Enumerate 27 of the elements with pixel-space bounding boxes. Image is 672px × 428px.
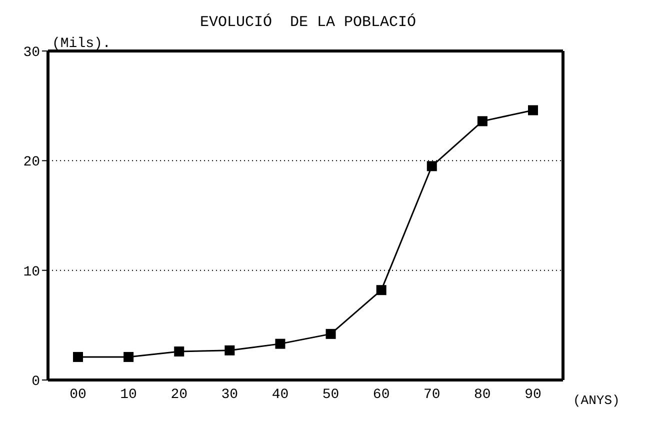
point bbox=[124, 352, 134, 362]
x-tick-label: 30 bbox=[221, 386, 238, 403]
y-tick-label: 30 bbox=[23, 44, 40, 61]
point bbox=[528, 105, 538, 116]
y-tick-label: 10 bbox=[23, 264, 40, 280]
point bbox=[376, 285, 386, 296]
point bbox=[224, 345, 235, 356]
point bbox=[73, 352, 83, 362]
chart-title: EVOLUCIÓ DE LA POBLACIÓ bbox=[198, 14, 418, 31]
x-tick-label: 10 bbox=[120, 386, 137, 403]
x-tick-label: 00 bbox=[70, 386, 86, 403]
x-tick-label: 80 bbox=[474, 386, 491, 403]
point bbox=[174, 346, 184, 356]
x-tick-label: 90 bbox=[524, 386, 542, 403]
x-tick-label: 40 bbox=[272, 386, 289, 403]
x-tick-label: 20 bbox=[170, 386, 188, 403]
x-tick-label: 50 bbox=[322, 386, 340, 403]
x-tick-label: 70 bbox=[423, 386, 440, 403]
x-axis-title: (ANYS) bbox=[573, 393, 620, 408]
point bbox=[275, 338, 286, 349]
y-tick-label: 20 bbox=[23, 154, 40, 171]
y-axis-title: (Mils). bbox=[52, 36, 111, 52]
y-tick-label: 0 bbox=[32, 374, 40, 390]
point bbox=[477, 116, 488, 126]
point bbox=[326, 328, 336, 339]
point bbox=[426, 161, 437, 172]
x-tick-label: 60 bbox=[372, 386, 390, 403]
